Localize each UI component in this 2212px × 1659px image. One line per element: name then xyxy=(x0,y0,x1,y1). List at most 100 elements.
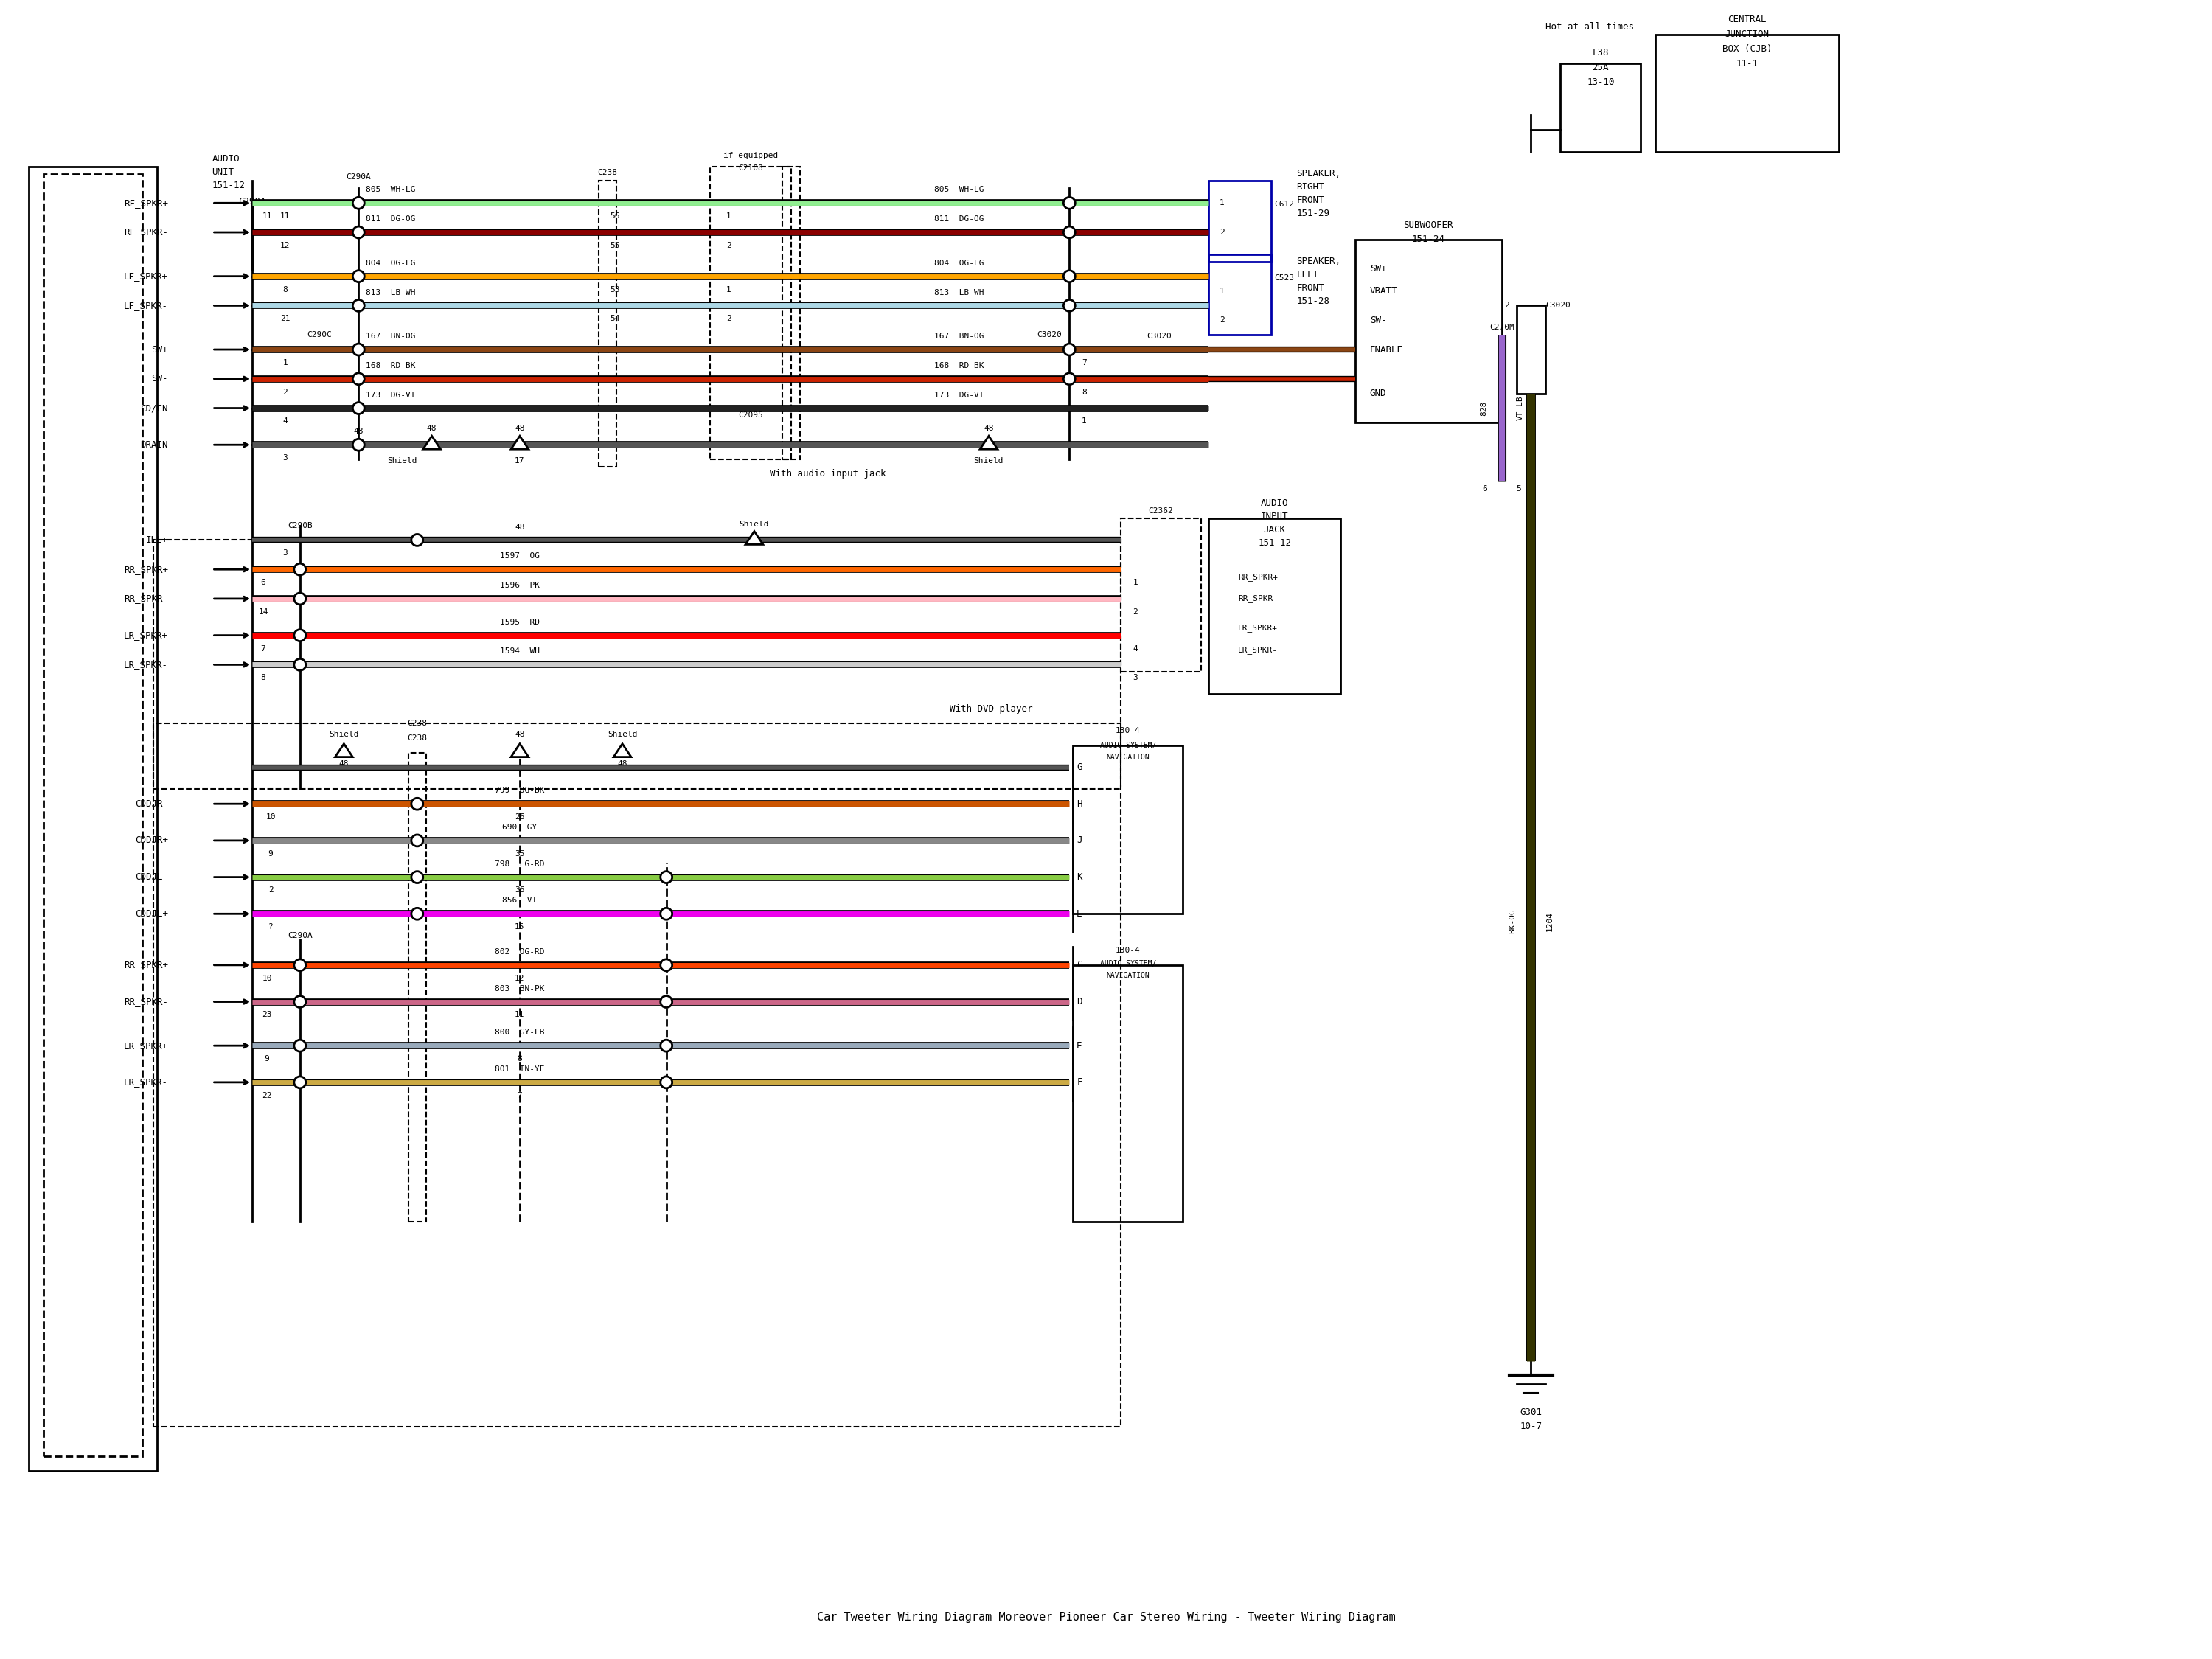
Text: 1: 1 xyxy=(1133,579,1137,586)
Text: 167  BN-OG: 167 BN-OG xyxy=(933,333,984,340)
Text: 8: 8 xyxy=(283,285,288,294)
Text: RF_SPKR+: RF_SPKR+ xyxy=(124,197,168,207)
Text: 1: 1 xyxy=(1082,418,1086,425)
Circle shape xyxy=(352,270,365,282)
Text: C523: C523 xyxy=(1274,274,1294,282)
Text: ILL+: ILL+ xyxy=(146,536,168,544)
Text: 10-7: 10-7 xyxy=(1520,1422,1542,1432)
Circle shape xyxy=(661,959,672,971)
Text: 804  OG-LG: 804 OG-LG xyxy=(933,259,984,267)
Text: 6: 6 xyxy=(261,579,265,586)
Text: 35: 35 xyxy=(515,849,524,858)
Text: C3020: C3020 xyxy=(1037,332,1062,338)
Text: 1597  OG: 1597 OG xyxy=(500,552,540,559)
Circle shape xyxy=(1064,197,1075,209)
Circle shape xyxy=(411,907,422,919)
Polygon shape xyxy=(511,743,529,757)
Circle shape xyxy=(1064,270,1075,282)
Text: C2108: C2108 xyxy=(739,164,763,171)
Text: GND: GND xyxy=(1369,388,1387,398)
Text: 3: 3 xyxy=(283,549,288,557)
Text: K: K xyxy=(1077,873,1082,883)
Text: LF_SPKR-: LF_SPKR- xyxy=(124,300,168,310)
Circle shape xyxy=(294,629,305,640)
Text: 811  DG-OG: 811 DG-OG xyxy=(933,216,984,222)
Text: C238: C238 xyxy=(597,169,617,176)
Text: CD/EN: CD/EN xyxy=(139,403,168,413)
Text: 1: 1 xyxy=(283,358,288,367)
Text: 2: 2 xyxy=(726,315,732,322)
Text: LR_SPKR+: LR_SPKR+ xyxy=(124,1040,168,1050)
Text: Shield: Shield xyxy=(608,730,637,738)
Text: FRONT: FRONT xyxy=(1296,196,1325,204)
Text: 801  TN-YE: 801 TN-YE xyxy=(495,1065,544,1073)
Text: LF_SPKR+: LF_SPKR+ xyxy=(124,272,168,280)
Text: C238: C238 xyxy=(407,720,427,727)
Text: 25A: 25A xyxy=(1593,63,1608,73)
Circle shape xyxy=(411,534,422,546)
Text: F: F xyxy=(1077,1077,1082,1087)
Text: AUDIO SYSTEM/: AUDIO SYSTEM/ xyxy=(1099,742,1157,748)
Text: ?: ? xyxy=(268,924,272,931)
Text: 813  LB-WH: 813 LB-WH xyxy=(933,289,984,295)
Text: 3: 3 xyxy=(1133,674,1137,682)
Text: 26: 26 xyxy=(515,813,524,821)
Text: 167  BN-OG: 167 BN-OG xyxy=(365,333,416,340)
Text: C: C xyxy=(1077,961,1082,971)
Text: 8: 8 xyxy=(261,674,265,682)
Text: C290A: C290A xyxy=(239,197,265,206)
Circle shape xyxy=(352,343,365,355)
Text: 6: 6 xyxy=(1482,484,1486,493)
Text: 11: 11 xyxy=(281,212,290,221)
Text: INPUT: INPUT xyxy=(1261,513,1287,521)
Text: 48: 48 xyxy=(617,760,628,766)
Circle shape xyxy=(661,995,672,1007)
Text: C290A: C290A xyxy=(345,174,372,181)
Text: L: L xyxy=(1077,909,1082,919)
Text: SW+: SW+ xyxy=(1369,264,1387,274)
Polygon shape xyxy=(980,436,998,450)
Text: RR_SPKR+: RR_SPKR+ xyxy=(124,564,168,574)
Text: AUDIO SYSTEM/: AUDIO SYSTEM/ xyxy=(1099,961,1157,967)
Text: 48: 48 xyxy=(515,730,524,738)
Text: 2: 2 xyxy=(268,886,272,894)
Text: CDDJL+: CDDJL+ xyxy=(135,909,168,919)
Text: 48: 48 xyxy=(354,428,363,435)
Text: BK-OG: BK-OG xyxy=(1509,909,1517,934)
Text: RR_SPKR-: RR_SPKR- xyxy=(124,594,168,604)
Text: 7: 7 xyxy=(518,1092,522,1100)
Text: 48: 48 xyxy=(515,523,524,531)
Text: 151-24: 151-24 xyxy=(1411,236,1444,244)
Text: Shield: Shield xyxy=(387,458,418,465)
Circle shape xyxy=(1064,343,1075,355)
Text: 3: 3 xyxy=(283,455,288,461)
Text: AUDIO: AUDIO xyxy=(1261,499,1287,508)
Circle shape xyxy=(661,871,672,883)
Text: 2: 2 xyxy=(283,388,288,397)
Text: E: E xyxy=(1077,1040,1082,1050)
Text: 11-1: 11-1 xyxy=(1736,60,1759,68)
Text: 15: 15 xyxy=(515,924,524,931)
Text: C3020: C3020 xyxy=(1148,333,1172,340)
Text: 2: 2 xyxy=(1219,317,1223,324)
Text: F38: F38 xyxy=(1593,48,1608,58)
Circle shape xyxy=(1064,300,1075,312)
Text: SPEAKER,: SPEAKER, xyxy=(1296,169,1340,179)
Text: 11: 11 xyxy=(261,212,272,221)
Text: 5: 5 xyxy=(1517,484,1522,493)
Circle shape xyxy=(411,798,422,810)
Text: SW+: SW+ xyxy=(150,345,168,355)
Text: if equipped: if equipped xyxy=(723,151,779,159)
Text: 151-29: 151-29 xyxy=(1296,209,1329,217)
Text: 1: 1 xyxy=(1219,199,1223,207)
Circle shape xyxy=(661,907,672,919)
Text: 13-10: 13-10 xyxy=(1586,78,1615,86)
Circle shape xyxy=(352,401,365,415)
Circle shape xyxy=(661,1040,672,1052)
Text: RR_SPKR+: RR_SPKR+ xyxy=(1239,572,1279,581)
Text: 798  LG-RD: 798 LG-RD xyxy=(495,861,544,868)
Text: 2: 2 xyxy=(726,242,732,249)
Text: RIGHT: RIGHT xyxy=(1296,182,1325,192)
Text: CDDJL-: CDDJL- xyxy=(135,873,168,883)
Text: CENTRAL: CENTRAL xyxy=(1728,15,1767,25)
